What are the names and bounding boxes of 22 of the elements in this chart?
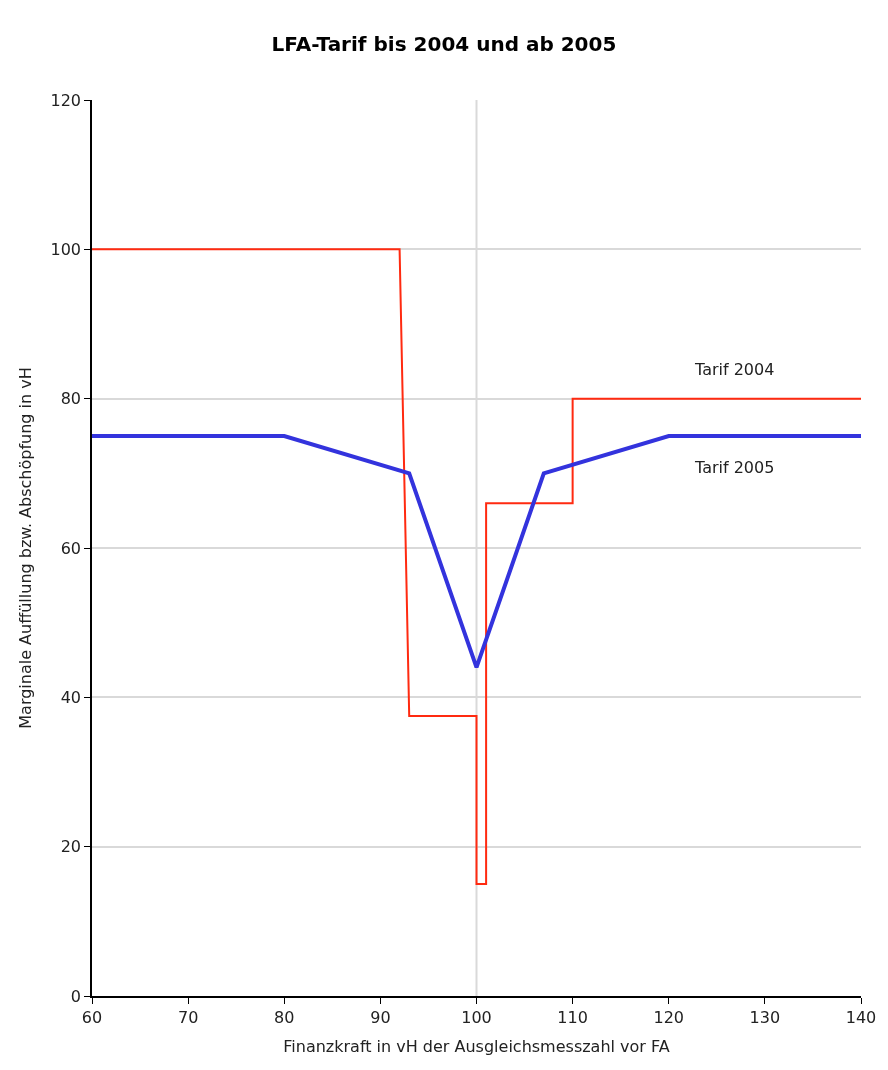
y-tick-label: 40: [60, 687, 82, 707]
y-tick-label: 120: [50, 90, 82, 110]
y-tick-label: 0: [70, 986, 82, 1006]
x-tick-label: 140: [845, 1007, 877, 1027]
y-tick-label: 20: [60, 837, 82, 857]
y-tick-label: 80: [60, 389, 82, 409]
chart-title: LFA-Tarif bis 2004 und ab 2005: [271, 32, 617, 57]
series-label: Tarif 2004: [694, 360, 775, 379]
x-tick-label: 110: [557, 1007, 588, 1027]
x-tick-label: 80: [274, 1007, 295, 1027]
line-series: [92, 248, 861, 885]
x-axis-title: Finanzkraft in vH der Ausgleichsmesszahl vor FA: [283, 1037, 670, 1057]
x-tick-label: 100: [461, 1007, 492, 1027]
y-tick-label: 100: [50, 239, 82, 259]
x-tick-label: 70: [177, 1007, 199, 1027]
y-tick-label: 60: [60, 538, 82, 558]
x-tick-label: 130: [749, 1007, 781, 1027]
x-tick-label: 90: [370, 1007, 391, 1027]
series-label: Tarif 2005: [694, 458, 775, 477]
y-axis-title: Marginale Auffüllung bzw. Abschöpfung in vH: [15, 367, 35, 729]
x-tick-label: 60: [81, 1007, 103, 1027]
x-tick-label: 120: [653, 1007, 685, 1027]
